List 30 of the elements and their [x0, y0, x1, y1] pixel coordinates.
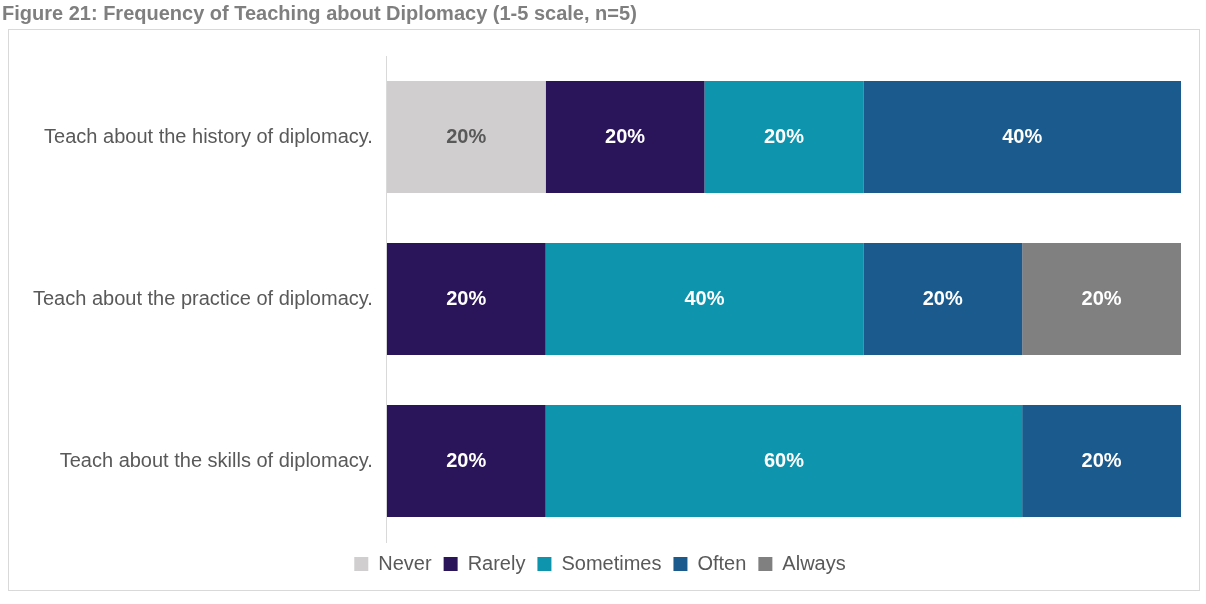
- legend-label: Always: [782, 551, 846, 574]
- data-label: 20%: [763, 124, 805, 147]
- bar: [863, 81, 1181, 193]
- y-tick-label: Teach about the history of diplomacy.: [44, 124, 373, 147]
- legend-label: Never: [378, 551, 432, 574]
- data-label: 20%: [1081, 448, 1122, 471]
- y-tick-label: Teach about the skills of diplomacy.: [59, 448, 373, 471]
- bar: [863, 243, 1023, 355]
- chart-title: Figure 21: Frequency of Teaching about Diplomacy (1-5 scale, n=5): [1, 1, 638, 26]
- data-label: 20%: [605, 124, 646, 147]
- data-label: 20%: [446, 286, 487, 309]
- bar: [545, 243, 864, 355]
- legend-label: Rarely: [467, 551, 526, 574]
- bar: [704, 81, 864, 193]
- bar: [545, 81, 705, 193]
- legend-label: Sometimes: [561, 551, 662, 574]
- bar: [545, 405, 1023, 517]
- bar: [386, 405, 546, 517]
- bar: [1022, 405, 1181, 517]
- data-label: 40%: [1002, 124, 1043, 147]
- y-tick-label: Teach about the practice of diplomacy.: [33, 286, 373, 309]
- data-label: 60%: [763, 448, 805, 471]
- data-label: 40%: [684, 286, 725, 309]
- bar: [386, 243, 546, 355]
- data-label: 20%: [446, 124, 487, 147]
- data-label: 20%: [1081, 286, 1122, 309]
- legend-label: Often: [697, 551, 747, 574]
- data-label: 20%: [446, 448, 487, 471]
- bar: [1022, 243, 1181, 355]
- data-label: 20%: [922, 286, 963, 309]
